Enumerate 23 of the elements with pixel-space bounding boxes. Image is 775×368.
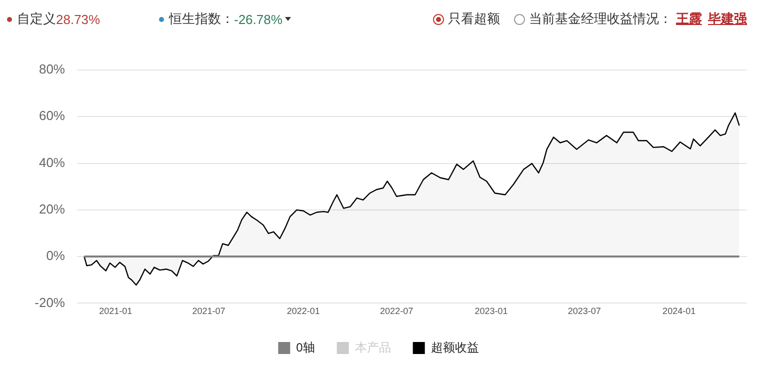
y-tick-label: 40%	[38, 154, 66, 170]
x-tick-label: 2023-01	[474, 306, 508, 316]
x-tick-label: 2021-01	[99, 306, 132, 316]
x-tick-label: 2024-01	[662, 306, 696, 316]
y-tick-label: 80%	[38, 62, 66, 77]
text: 只看超额	[448, 10, 500, 28]
y-tick-label: 20%	[38, 202, 66, 216]
text: 恒生指数：	[169, 10, 234, 28]
text: 毕建强	[708, 10, 747, 28]
text: 自定义	[17, 10, 56, 28]
text: -26.78%	[234, 12, 282, 26]
x-tick-label: 2022-01	[286, 306, 320, 316]
y-tick-label: 0%	[46, 248, 66, 264]
y-tick-label: -20%	[34, 294, 66, 310]
text: 王露	[676, 10, 702, 28]
text: 当前基金经理收益情况：	[529, 10, 672, 28]
text: 28.73%	[56, 12, 100, 26]
y-tick-label: 60%	[38, 108, 66, 124]
legend-label: 超额收益	[430, 340, 479, 354]
legend-label: 0轴	[296, 340, 315, 354]
x-tick-label: 2023-07	[568, 306, 601, 316]
x-tick-label: 2021-07	[192, 306, 226, 316]
x-tick-label: 2022-07	[380, 306, 414, 316]
